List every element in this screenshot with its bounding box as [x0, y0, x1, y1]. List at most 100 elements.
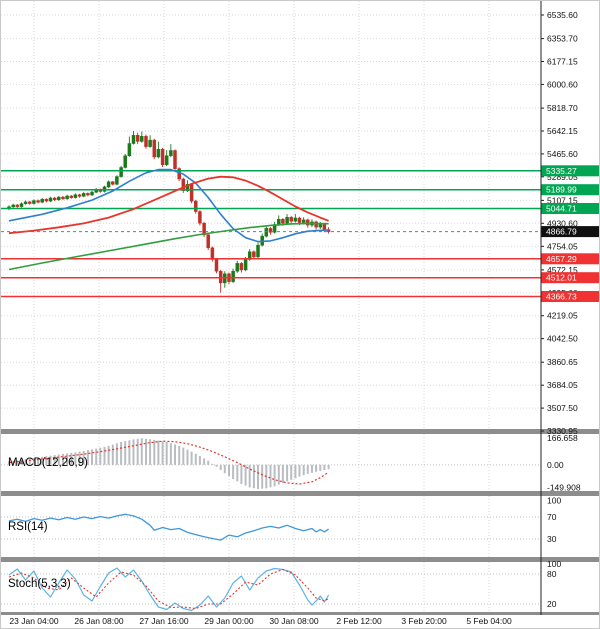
candle-body — [214, 259, 219, 272]
candle-body — [289, 217, 293, 222]
candle-body — [115, 176, 119, 185]
macd-panel-label: MACD(12,26,9) — [8, 457, 88, 469]
candle-body — [69, 195, 74, 198]
candle-body — [40, 199, 44, 203]
candle-body — [169, 150, 173, 156]
ma-mid-red — [8, 175, 329, 235]
panel-separator — [1, 429, 599, 434]
candle-body — [144, 136, 148, 147]
candle-body — [61, 196, 65, 200]
price-tag-label: 4366.73 — [546, 292, 577, 302]
time-axis-label: 2 Feb 12:00 — [336, 616, 382, 626]
rsi-panel-label: RSI(14) — [8, 521, 48, 533]
candle-body — [123, 155, 127, 168]
price-axis-label: 3507.50 — [547, 403, 578, 413]
price-axis-label: 6177.15 — [547, 57, 578, 67]
stoch-axis-label: 20 — [547, 599, 557, 609]
candle-body — [256, 244, 260, 258]
price-axis-label: 3684.05 — [547, 380, 578, 390]
candle-body — [281, 219, 285, 224]
candle-body — [48, 197, 53, 202]
price-tag-label: 5189.99 — [546, 185, 577, 195]
candle-body — [28, 201, 32, 204]
panel-separator — [1, 612, 599, 615]
price-axis-label: 5107.15 — [547, 195, 578, 205]
candle-body — [202, 222, 206, 236]
candle-body — [73, 194, 78, 198]
candle-body — [135, 134, 140, 142]
candle-body — [160, 148, 165, 166]
rsi-axis-label: 70 — [547, 512, 557, 522]
candle-body — [164, 155, 169, 166]
rsi-line — [8, 513, 329, 541]
candle-body — [173, 150, 177, 169]
price-axis-label: 5289.05 — [547, 172, 578, 182]
ma-fast-blue — [8, 168, 329, 243]
candle-body — [239, 263, 244, 271]
candle-body — [322, 224, 327, 230]
candle-body — [293, 217, 298, 222]
candle-body — [243, 259, 248, 271]
time-axis-label: 5 Feb 04:00 — [466, 616, 512, 626]
candle-body — [181, 178, 186, 191]
stoch-axis-label: 80 — [547, 569, 557, 579]
candle-body — [210, 247, 215, 260]
stoch-signal-line — [8, 568, 329, 610]
price-axis-label: 4042.50 — [547, 334, 578, 344]
candle-body — [81, 193, 86, 197]
price-axis-label: 4572.15 — [547, 265, 578, 275]
candle-body — [264, 228, 269, 237]
price-tag — [541, 253, 599, 265]
candle-body — [119, 167, 123, 177]
candle-body — [111, 181, 115, 185]
candle-body — [206, 234, 210, 249]
time-axis-label: 23 Jan 04:00 — [9, 616, 58, 626]
price-tag — [541, 291, 599, 302]
time-axis-label: 30 Jan 08:00 — [269, 616, 318, 626]
price-tag — [541, 203, 599, 214]
candle-body — [19, 203, 24, 207]
rsi-axis-label: 100 — [547, 496, 561, 506]
price-axis-label: 5818.70 — [547, 103, 578, 113]
price-tag-label: 4866.79 — [546, 227, 577, 237]
candle-body — [198, 211, 202, 224]
candle-body — [252, 251, 256, 258]
candle-body — [90, 191, 94, 196]
candle-body — [318, 224, 323, 228]
price-axis-label: 6353.70 — [547, 34, 578, 44]
candle-body — [86, 193, 90, 196]
candle-body — [44, 199, 49, 202]
candle-body — [268, 228, 273, 233]
price-tag — [541, 165, 599, 177]
candle-body — [297, 217, 302, 223]
candle-body — [127, 143, 132, 157]
price-axis-label: 6535.60 — [547, 10, 578, 20]
price-tag — [541, 272, 599, 284]
candle-body — [285, 217, 289, 224]
candle-body — [301, 219, 306, 223]
price-tag — [541, 184, 599, 196]
price-axis-label: 5465.60 — [547, 149, 578, 159]
time-axis-label: 29 Jan 00:00 — [204, 616, 253, 626]
candle-body — [36, 200, 40, 203]
candle-body — [156, 148, 161, 158]
candle-body — [65, 195, 69, 199]
candle-body — [140, 136, 144, 142]
price-axis-label: 4219.05 — [547, 311, 578, 321]
candle-body — [131, 134, 136, 144]
candle-body — [57, 196, 61, 201]
candle-body — [148, 139, 152, 147]
ma-slow-green — [8, 222, 329, 271]
candle-body — [32, 200, 36, 204]
stoch-main-line — [8, 567, 330, 612]
candle-body — [277, 219, 281, 225]
candle-body — [11, 204, 15, 208]
candle-body — [235, 263, 240, 272]
panel-separator — [1, 557, 599, 562]
candle-body — [231, 270, 235, 282]
candle-body — [314, 221, 318, 228]
price-axis-label: 3330.95 — [547, 426, 578, 436]
